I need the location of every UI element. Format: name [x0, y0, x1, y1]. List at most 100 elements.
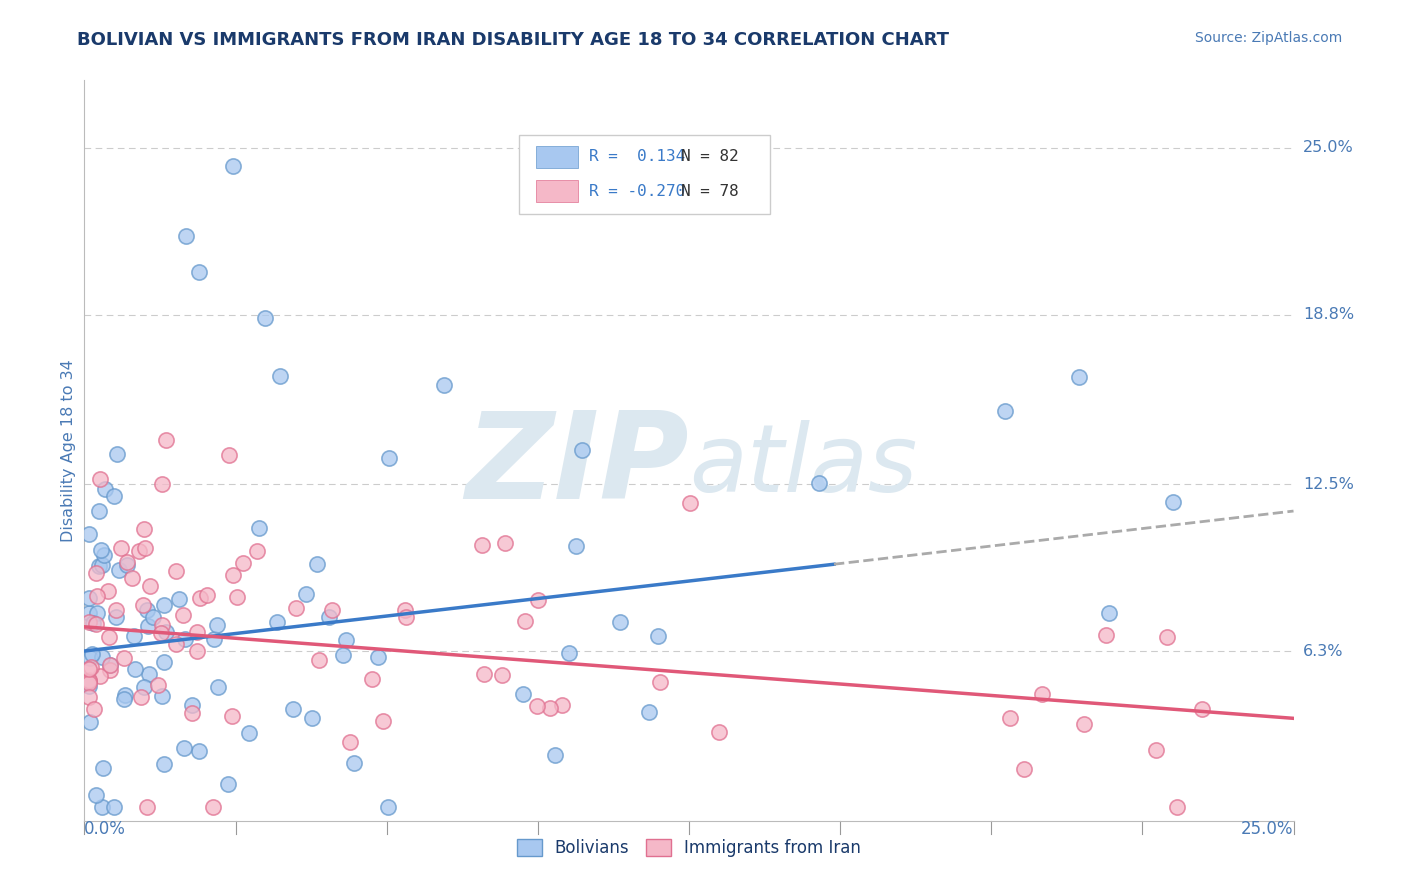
Text: 25.0%: 25.0%	[1303, 140, 1354, 155]
Point	[84, 788, 107, 802]
Point	[107, 563, 129, 577]
Point	[609, 615, 631, 629]
Point	[115, 558, 138, 573]
Point	[79, 650, 101, 665]
Point	[254, 311, 277, 326]
Point	[202, 632, 225, 646]
Point	[180, 698, 202, 712]
Point	[91, 649, 114, 664]
Point	[98, 663, 121, 677]
Point	[571, 442, 593, 457]
Point	[152, 689, 174, 703]
Point	[558, 646, 581, 660]
Point	[174, 229, 197, 244]
Point	[84, 566, 107, 581]
Point	[994, 403, 1017, 417]
Point	[98, 658, 121, 673]
Point	[77, 615, 100, 629]
Point	[367, 650, 389, 665]
Point	[308, 653, 330, 667]
Point	[90, 543, 112, 558]
Point	[79, 715, 101, 730]
Point	[648, 675, 671, 690]
Point	[155, 624, 177, 639]
Point	[93, 548, 115, 562]
Point	[538, 700, 561, 714]
Point	[77, 676, 100, 690]
Point	[512, 687, 534, 701]
Point	[152, 476, 174, 491]
Point	[105, 603, 128, 617]
Y-axis label: Disability Age 18 to 34: Disability Age 18 to 34	[60, 359, 76, 541]
Point	[77, 607, 100, 621]
Point	[218, 448, 240, 462]
Point	[103, 489, 125, 503]
Point	[91, 558, 114, 572]
Point	[103, 800, 125, 814]
Point	[86, 606, 108, 620]
Point	[301, 711, 323, 725]
Point	[90, 800, 112, 814]
Point	[188, 265, 211, 279]
Point	[186, 644, 208, 658]
Point	[172, 607, 194, 622]
Point	[295, 587, 318, 601]
Point	[526, 699, 548, 714]
Point	[94, 482, 117, 496]
Point	[491, 668, 513, 682]
Point	[217, 777, 239, 791]
Point	[121, 571, 143, 585]
Point	[526, 593, 548, 607]
Point	[266, 615, 288, 629]
Point	[246, 544, 269, 558]
Point	[205, 618, 228, 632]
Point	[115, 556, 138, 570]
Point	[82, 616, 104, 631]
Point	[638, 705, 661, 719]
Point	[283, 702, 305, 716]
Point	[136, 603, 159, 617]
Point	[112, 651, 135, 665]
Text: N = 82: N = 82	[681, 149, 738, 164]
Point	[77, 526, 100, 541]
Point	[112, 692, 135, 706]
Text: 0.0%: 0.0%	[84, 820, 127, 838]
Point	[142, 609, 165, 624]
Point	[181, 706, 204, 721]
Point	[173, 741, 195, 756]
Point	[77, 679, 100, 693]
Point	[77, 673, 100, 688]
Point	[395, 610, 418, 624]
Point	[284, 600, 307, 615]
Point	[335, 632, 357, 647]
Text: 25.0%: 25.0%	[1241, 820, 1294, 838]
Point	[131, 598, 153, 612]
Point	[238, 726, 260, 740]
Legend: Bolivians, Immigrants from Iran: Bolivians, Immigrants from Iran	[510, 832, 868, 864]
Point	[152, 655, 174, 669]
Point	[134, 522, 156, 536]
Point	[153, 757, 176, 772]
Point	[83, 702, 105, 716]
Point	[173, 632, 195, 646]
Point	[221, 709, 243, 723]
Point	[89, 669, 111, 683]
Point	[188, 591, 211, 605]
Text: ZIP: ZIP	[465, 407, 689, 524]
Point	[707, 724, 730, 739]
Point	[808, 475, 831, 490]
Point	[543, 748, 565, 763]
Point	[360, 672, 382, 686]
Point	[134, 541, 156, 556]
Point	[150, 625, 173, 640]
Point	[98, 630, 121, 644]
Point	[1069, 370, 1091, 384]
Point	[679, 496, 702, 510]
Point	[114, 689, 136, 703]
Point	[89, 503, 111, 517]
Point	[377, 800, 399, 814]
Text: BOLIVIAN VS IMMIGRANTS FROM IRAN DISABILITY AGE 18 TO 34 CORRELATION CHART: BOLIVIAN VS IMMIGRANTS FROM IRAN DISABIL…	[77, 31, 949, 49]
Text: R =  0.134: R = 0.134	[589, 149, 686, 164]
Point	[321, 602, 343, 616]
Point	[1012, 762, 1035, 776]
